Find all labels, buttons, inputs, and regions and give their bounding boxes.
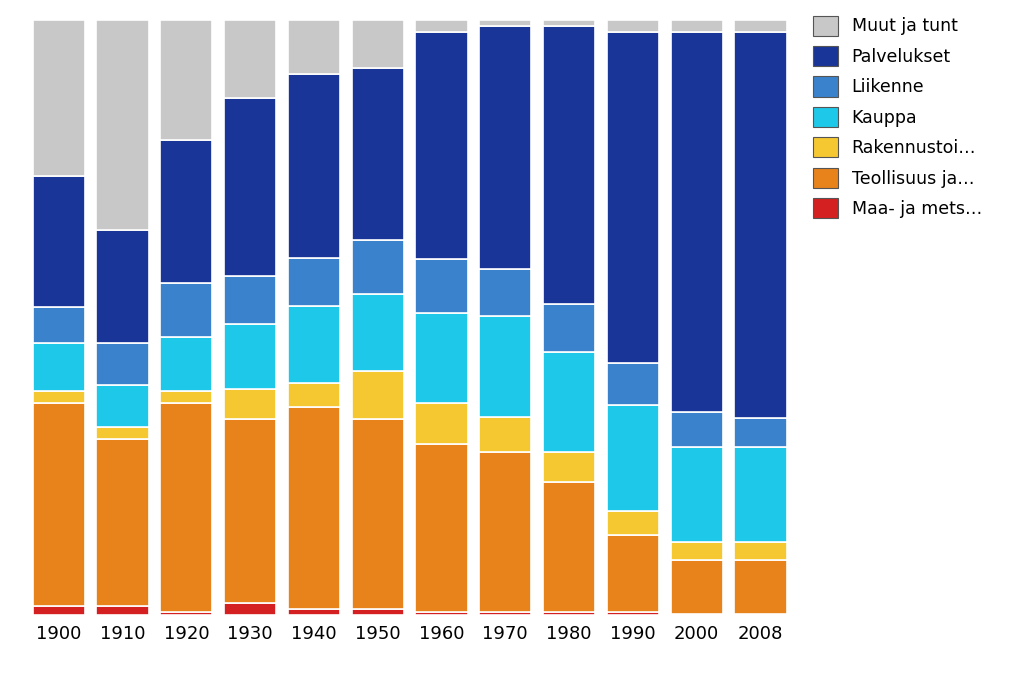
Bar xyxy=(606,32,659,363)
Bar xyxy=(351,294,403,371)
Bar xyxy=(351,240,403,294)
Bar xyxy=(606,535,659,612)
Bar xyxy=(96,427,148,438)
Bar xyxy=(734,32,786,418)
Bar xyxy=(351,20,403,68)
Bar xyxy=(416,20,468,32)
Bar xyxy=(416,313,468,403)
Bar xyxy=(160,140,213,283)
Bar xyxy=(671,447,723,542)
Bar xyxy=(288,74,340,258)
Bar xyxy=(351,419,403,609)
Bar xyxy=(224,98,276,276)
Bar xyxy=(416,612,468,615)
Bar xyxy=(33,391,85,403)
Bar xyxy=(288,20,340,74)
Bar xyxy=(543,452,595,482)
Bar xyxy=(606,405,659,512)
Bar xyxy=(734,542,786,560)
Bar xyxy=(288,258,340,306)
Bar xyxy=(160,20,213,140)
Bar xyxy=(160,337,213,391)
Bar xyxy=(479,20,531,27)
Bar xyxy=(671,20,723,32)
Bar xyxy=(224,419,276,603)
Bar xyxy=(671,32,723,412)
Bar xyxy=(160,283,213,337)
Bar xyxy=(479,612,531,615)
Bar xyxy=(543,20,595,27)
Bar xyxy=(416,445,468,612)
Bar xyxy=(543,612,595,615)
Bar xyxy=(288,383,340,406)
Bar xyxy=(351,68,403,240)
Bar xyxy=(96,385,148,427)
Bar xyxy=(288,306,340,383)
Bar xyxy=(288,406,340,609)
Bar xyxy=(671,560,723,613)
Bar xyxy=(416,403,468,445)
Bar xyxy=(416,32,468,260)
Bar xyxy=(224,324,276,389)
Bar xyxy=(479,269,531,316)
Bar xyxy=(96,438,148,606)
Bar xyxy=(543,352,595,452)
Bar xyxy=(224,20,276,98)
Bar xyxy=(734,20,786,32)
Bar xyxy=(33,176,85,307)
Bar xyxy=(160,612,213,615)
Bar xyxy=(734,613,786,615)
Bar xyxy=(96,20,148,229)
Bar xyxy=(671,613,723,615)
Bar xyxy=(33,343,85,391)
Bar xyxy=(351,609,403,615)
Legend: Muut ja tunt, Palvelukset, Liikenne, Kauppa, Rakennustoi…, Teollisuus ja…, Maa- : Muut ja tunt, Palvelukset, Liikenne, Kau… xyxy=(807,9,989,225)
Bar xyxy=(351,371,403,419)
Bar xyxy=(734,560,786,613)
Bar xyxy=(671,542,723,560)
Bar xyxy=(160,403,213,612)
Bar xyxy=(224,389,276,419)
Bar xyxy=(479,316,531,417)
Bar xyxy=(543,482,595,612)
Bar xyxy=(734,418,786,447)
Bar xyxy=(288,609,340,615)
Bar xyxy=(96,343,148,385)
Bar xyxy=(33,403,85,606)
Bar xyxy=(543,305,595,352)
Bar xyxy=(33,307,85,343)
Bar xyxy=(671,412,723,447)
Bar xyxy=(479,452,531,612)
Bar xyxy=(160,391,213,403)
Bar xyxy=(96,606,148,615)
Bar xyxy=(606,363,659,405)
Bar xyxy=(479,27,531,269)
Bar xyxy=(734,447,786,542)
Bar xyxy=(606,512,659,535)
Bar xyxy=(224,603,276,615)
Bar xyxy=(33,20,85,176)
Bar xyxy=(224,276,276,324)
Bar xyxy=(479,417,531,452)
Bar xyxy=(96,229,148,343)
Bar xyxy=(416,260,468,313)
Bar xyxy=(33,606,85,615)
Bar xyxy=(606,612,659,615)
Bar xyxy=(606,20,659,32)
Bar xyxy=(543,27,595,305)
